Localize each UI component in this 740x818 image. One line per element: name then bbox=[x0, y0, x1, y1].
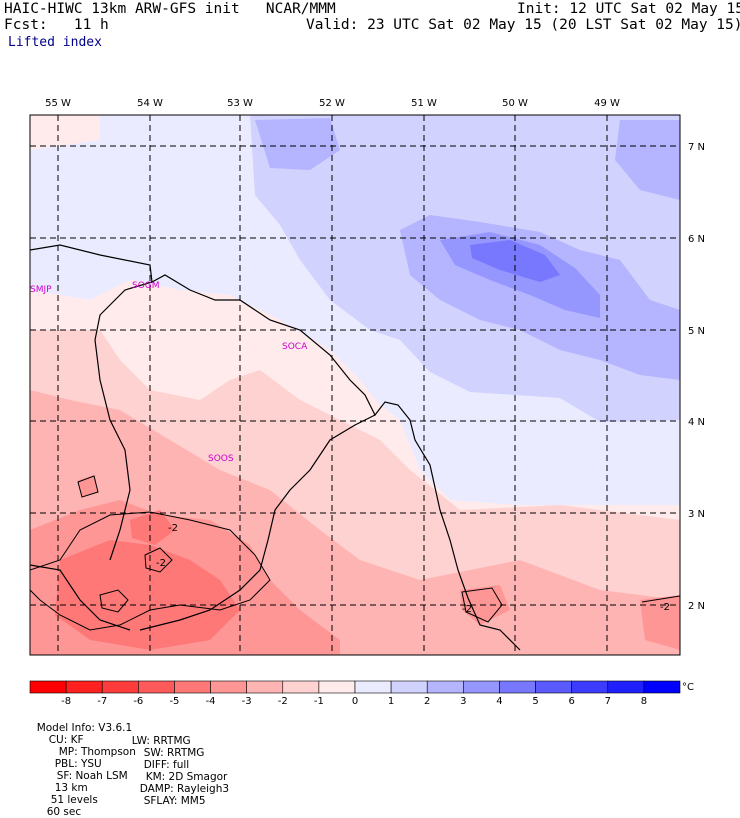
footer-physics: LW: RRTMG SW: RRTMG DIFF: full KM: 2D Sm… bbox=[125, 723, 229, 807]
header-forecast: Fcst: 11 h bbox=[4, 17, 109, 33]
shaded-field bbox=[30, 115, 680, 655]
lat-lon-grid bbox=[30, 115, 680, 655]
colorbar-tick-label: -8 bbox=[61, 696, 71, 707]
colorbar-swatch bbox=[535, 680, 572, 694]
lon-label: 50 W bbox=[502, 98, 528, 109]
colorbar-tick-label: -5 bbox=[169, 696, 179, 707]
lon-label: 55 W bbox=[45, 98, 71, 109]
colorbar-tick-label: 2 bbox=[424, 696, 430, 707]
colorbar-swatch bbox=[246, 680, 284, 694]
colorbar-swatch bbox=[571, 680, 609, 694]
lat-label: 4 N bbox=[688, 417, 705, 428]
lon-label: 49 W bbox=[594, 98, 620, 109]
contour-label: -2 bbox=[660, 602, 670, 613]
colorbar-tick-label: 6 bbox=[568, 696, 574, 707]
colorbar-unit: °C bbox=[682, 682, 694, 693]
colorbar-swatch bbox=[499, 680, 536, 694]
colorbar-tick-label: 0 bbox=[352, 696, 358, 707]
footer-item: KM: 2D Smagor bbox=[145, 771, 228, 783]
footer-item: Model Info: V3.6.1 bbox=[36, 722, 133, 734]
station-label: SMJP bbox=[30, 285, 52, 295]
colorbar-tick-label: -2 bbox=[278, 696, 288, 707]
lon-label: 54 W bbox=[137, 98, 163, 109]
footer-item: CU: KF bbox=[48, 734, 84, 746]
header-init: Init: 12 UTC Sat 02 May 15 bbox=[517, 1, 740, 17]
lon-label: 52 W bbox=[319, 98, 345, 109]
footer-item: DAMP: Rayleigh3 bbox=[139, 783, 230, 795]
colorbar-swatch bbox=[463, 680, 500, 694]
colorbar-tick-label: 1 bbox=[388, 696, 394, 707]
colorbar-swatch bbox=[390, 680, 428, 694]
footer-item: LW: RRTMG bbox=[131, 735, 191, 747]
colorbar-swatch bbox=[174, 680, 211, 694]
colorbar-tick-label: -1 bbox=[314, 696, 324, 707]
footer-item: SFLAY: MM5 bbox=[143, 795, 206, 807]
header-valid: Valid: 23 UTC Sat 02 May 15 (20 LST Sat … bbox=[306, 17, 740, 33]
lon-label: 51 W bbox=[411, 98, 437, 109]
colorbar-tick-label: -6 bbox=[133, 696, 143, 707]
colorbar-tick-label: 4 bbox=[496, 696, 502, 707]
lifted-index-map: 55 W 54 W 53 W 52 W 51 W 50 W 49 W 7 N 6… bbox=[29, 98, 705, 707]
header-title: HAIC-HIWC 13km ARW-GFS init NCAR/MMM bbox=[4, 1, 336, 17]
colorbar-swatch bbox=[282, 680, 320, 694]
colorbar-swatch bbox=[65, 680, 103, 694]
colorbar-swatch bbox=[643, 680, 681, 694]
colorbar-swatch bbox=[138, 680, 175, 694]
colorbar-tick-label: 7 bbox=[605, 696, 611, 707]
contour-label: -2 bbox=[462, 604, 472, 615]
colorbar-swatch bbox=[318, 680, 356, 694]
lon-label: 53 W bbox=[227, 98, 253, 109]
contour-label: -2 bbox=[168, 523, 178, 534]
footer-item: SW: RRTMG bbox=[143, 747, 205, 759]
colorbar-swatch bbox=[29, 680, 67, 694]
lat-label: 6 N bbox=[688, 234, 705, 245]
coastline bbox=[30, 244, 521, 651]
station-label: SOOS bbox=[208, 454, 234, 464]
colorbar-swatch bbox=[607, 680, 645, 694]
colorbar-tick-label: 3 bbox=[460, 696, 466, 707]
footer-item: 13 km bbox=[54, 782, 88, 794]
colorbar-tick-label: 8 bbox=[641, 696, 647, 707]
lat-label: 2 N bbox=[688, 601, 705, 612]
lat-label: 5 N bbox=[688, 326, 705, 337]
footer-item: SF: Noah LSM bbox=[56, 770, 128, 782]
map-frame bbox=[29, 114, 681, 656]
colorbar-swatch bbox=[426, 680, 464, 694]
field-name: Lifted index bbox=[8, 35, 102, 50]
contour-label: -2 bbox=[156, 558, 166, 569]
colorbar-swatch bbox=[354, 680, 392, 694]
footer-item: DIFF: full bbox=[143, 759, 190, 771]
contour-lines bbox=[30, 475, 680, 631]
lat-label: 7 N bbox=[688, 142, 705, 153]
footer-item: 51 levels bbox=[50, 794, 98, 806]
footer-item: 60 sec bbox=[46, 806, 82, 818]
colorbar-swatch bbox=[210, 680, 247, 694]
colorbar-swatch bbox=[101, 680, 139, 694]
footer-model-info: Model Info: V3.6.1 CU: KF MP: Thompson P… bbox=[30, 710, 136, 818]
colorbar-tick-label: 5 bbox=[532, 696, 538, 707]
colorbar-tick-label: -4 bbox=[206, 696, 216, 707]
lat-label: 3 N bbox=[688, 509, 705, 520]
footer-item: PBL: YSU bbox=[54, 758, 102, 770]
station-label: SOGM bbox=[132, 281, 160, 291]
colorbar-tick-label: -7 bbox=[97, 696, 107, 707]
station-label: SOCA bbox=[282, 342, 308, 352]
colorbar: -8 -7 -6 -5 -4 -3 -2 -1 0 1 2 3 4 5 6 7 8 °C bbox=[29, 680, 694, 707]
colorbar-tick-label: -3 bbox=[242, 696, 252, 707]
